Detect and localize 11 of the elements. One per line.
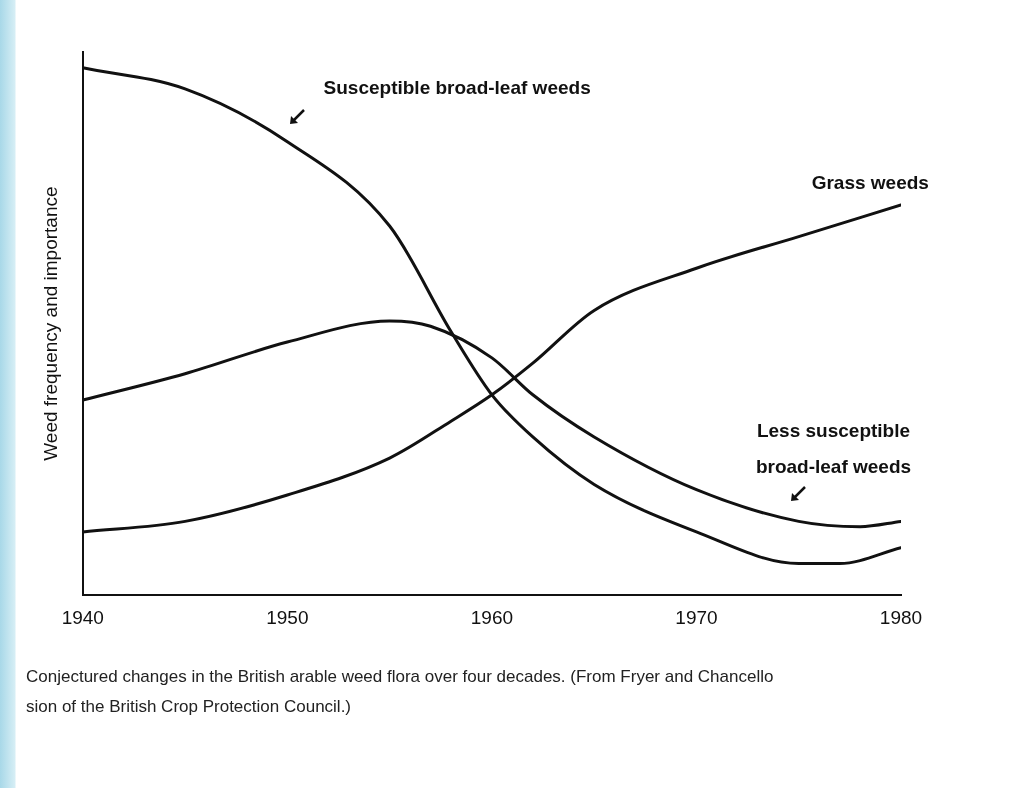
y-axis-title: Weed frequency and importance xyxy=(39,186,61,461)
text: sion of the British Crop Protection Council.) xyxy=(26,696,353,718)
x-tick-label: 1960 xyxy=(470,606,514,628)
x-tick-label: 1940 xyxy=(61,606,104,628)
x-tick-label: 1950 xyxy=(266,606,309,628)
series-label: Grass weeds xyxy=(811,172,929,194)
x-tick-label: 1980 xyxy=(879,606,923,628)
x-tick-label: 1970 xyxy=(675,606,718,628)
text: Susceptible broad-leaf weeds xyxy=(323,77,591,99)
text: Conjectured changes in the British arable weed flora over four decades. (From Fryer and Chancello xyxy=(26,666,775,688)
series-label: Less susceptible broad-leaf weeds xyxy=(755,419,912,477)
